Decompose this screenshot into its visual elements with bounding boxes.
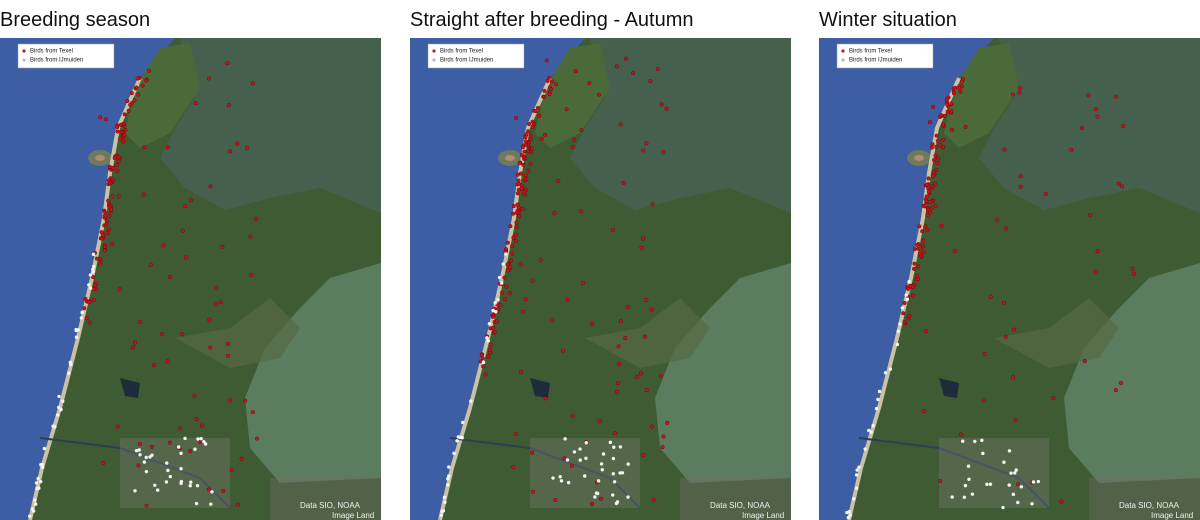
basemap [410,38,791,520]
map-panel: Straight after breeding - Autumn Birds fr… [410,9,791,520]
legend-marker [22,58,26,62]
legend-label: Birds from IJmuiden [440,58,493,64]
legend-marker [841,49,845,53]
attribution: Data SIO, NOAA [710,501,771,510]
legend-marker [432,49,436,53]
legend-box [836,43,934,69]
legend-box [427,43,525,69]
panel-title: Winter situation [819,9,957,31]
legend-label: Birds from Texel [30,49,73,55]
attribution: Data SIO, NOAA [300,501,361,510]
bird-locations [845,76,1136,520]
map: Birds from Texel Birds from IJmuiden Data … [410,38,791,520]
attribution: Image Land [742,511,784,520]
panel-title: Breeding season [0,9,150,31]
attribution: Image Land [332,511,374,520]
legend-marker [22,49,26,53]
panel-title: Straight after breeding - Autumn [410,9,694,31]
legend-box [17,43,115,69]
bird-locations [28,61,259,518]
legend-marker [841,58,845,62]
map: Birds from Texel Birds from IJmuiden Data … [0,38,381,520]
attribution: Image Land [1151,511,1193,520]
legend-label: Birds from Texel [849,49,892,55]
map: Birds from Texel Birds from IJmuiden Data … [819,38,1200,520]
legend: Birds from Texel Birds from IJmuiden [427,43,525,69]
basemap [819,38,1200,520]
basemap [0,38,381,520]
attribution: Data SIO, NOAA [1119,501,1180,510]
legend-label: Birds from Texel [440,49,483,55]
legend-marker [432,58,436,62]
legend-label: Birds from IJmuiden [30,58,83,64]
legend: Birds from Texel Birds from IJmuiden [17,43,115,69]
legend: Birds from Texel Birds from IJmuiden [836,43,934,69]
bird-locations [439,56,670,517]
legend-label: Birds from IJmuiden [849,58,902,64]
